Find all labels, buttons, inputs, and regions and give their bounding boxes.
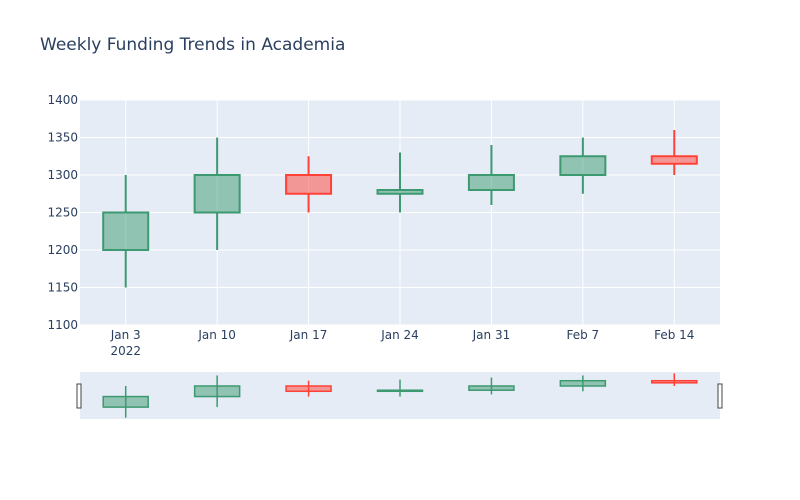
candle-body — [559, 155, 607, 176]
mini-candle-body — [193, 385, 241, 398]
candle-body — [650, 155, 698, 165]
candle-body — [467, 174, 515, 191]
range-slider-right-handle[interactable] — [717, 383, 723, 409]
candle[interactable] — [102, 175, 150, 288]
candle[interactable] — [559, 137, 607, 194]
x-tick-label: Feb 14 — [654, 328, 694, 342]
chart-title: Weekly Funding Trends in Academia — [40, 35, 345, 55]
mini-candle-body — [376, 389, 424, 393]
x-tick-label: Jan 3 — [110, 328, 141, 342]
x-year-label: 2022 — [110, 344, 141, 358]
range-slider-candles — [102, 373, 698, 418]
candle[interactable] — [650, 130, 698, 175]
mini-candle — [285, 380, 332, 397]
mini-candle-body — [651, 379, 698, 384]
mini-candle-body — [285, 385, 332, 393]
x-tick-label: Jan 24 — [380, 328, 419, 342]
candle-body — [376, 189, 424, 195]
mini-candle — [468, 377, 515, 395]
candle[interactable] — [376, 152, 424, 213]
x-axis-ticks: Jan 3 Jan 10 Jan 17 Jan 24 Jan 31 Feb 7 Feb 14… — [110, 328, 695, 358]
x-tick-label: Feb 7 — [567, 328, 600, 342]
candle-body — [193, 174, 241, 214]
mini-candle — [102, 385, 149, 418]
mini-candle-body — [468, 385, 515, 391]
y-tick-label: 1100 — [47, 318, 78, 332]
y-tick-label: 1150 — [47, 281, 78, 295]
candle[interactable] — [467, 145, 515, 205]
mini-candle-body — [559, 379, 607, 387]
mini-candle — [376, 379, 424, 397]
x-tick-label: Jan 10 — [197, 328, 236, 342]
mini-candle — [193, 375, 241, 408]
y-tick-label: 1200 — [47, 243, 78, 257]
mini-candle — [559, 375, 607, 392]
mini-candle — [651, 373, 698, 386]
candle[interactable] — [193, 137, 241, 251]
y-tick-label: 1250 — [47, 206, 78, 220]
candles — [102, 130, 698, 288]
x-tick-label: Jan 17 — [289, 328, 328, 342]
x-tick-label: Jan 31 — [472, 328, 511, 342]
candle[interactable] — [285, 156, 333, 213]
y-tick-label: 1400 — [47, 93, 78, 107]
y-axis-ticks: 1100 1150 1200 1250 1300 1350 1400 — [47, 93, 78, 332]
y-tick-label: 1350 — [47, 131, 78, 145]
range-slider-left-handle[interactable] — [76, 383, 82, 409]
mini-candle-body — [102, 395, 149, 408]
candle-body — [285, 174, 333, 195]
candle-body — [102, 211, 150, 251]
y-tick-label: 1300 — [47, 168, 78, 182]
